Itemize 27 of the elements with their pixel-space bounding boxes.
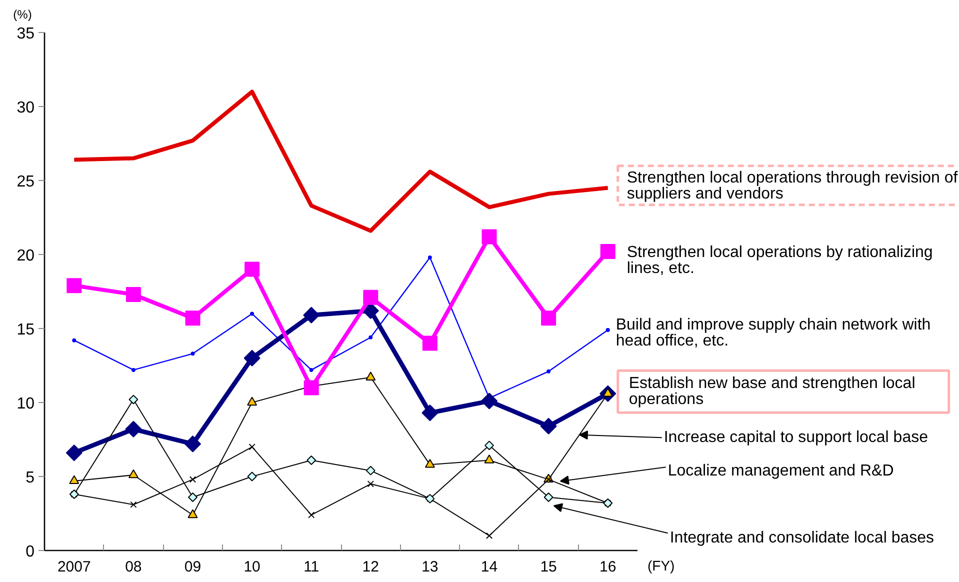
y-tick-label: 10 [16,396,35,412]
text: Increase capital to support local base [664,429,928,446]
x-tick-label: 09 [184,558,202,576]
x-axis-title: (FY) [648,558,675,574]
x-tick-label: 10 [244,558,260,576]
series-label: Establish new base and strengthen local operations [628,375,916,408]
text: Localize management and R&D [668,462,894,480]
y-tick-label: 25 [16,174,35,190]
series-label: Build and improve supply chain network with head office, etc. [616,316,931,350]
y-tick-label: 20 [16,248,35,264]
y-axis-title: (%) [13,8,32,22]
x-tick-label: 14 [480,558,498,576]
x-tick-label: 2007 [57,558,91,576]
x-tick-label: 16 [600,558,616,576]
y-tick-label: 0 [26,544,35,560]
y-tick-label: 15 [16,322,35,338]
x-tick-label: 13 [422,558,438,576]
x-tick-label: 08 [125,558,142,576]
x-tick-label: 15 [540,558,557,576]
text: Integrate and consolidate local bases [670,530,934,547]
series-label: Strengthen local operations by rationalizing lines, etc. [626,244,933,278]
y-tick-label: 30 [16,100,35,116]
y-tick-label: 5 [26,470,35,486]
x-tick-label: 12 [362,558,379,576]
x-tick-label: 11 [304,558,320,576]
y-tick-label: 35 [16,26,35,42]
series-label: Strengthen local operations through revision of suppliers and vendors [626,169,958,202]
